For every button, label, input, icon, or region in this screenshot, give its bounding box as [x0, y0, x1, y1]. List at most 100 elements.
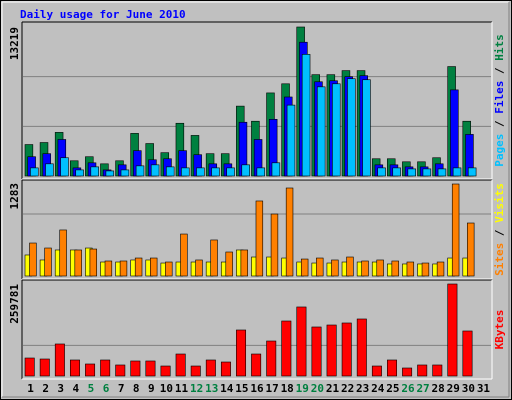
bar	[44, 247, 52, 277]
x-tick-label: 19	[296, 382, 309, 395]
bar	[346, 256, 354, 277]
bar	[387, 359, 397, 377]
bar	[451, 183, 460, 277]
bar	[60, 157, 69, 177]
bar	[437, 168, 447, 177]
x-tick-label: 6	[103, 382, 110, 395]
bar	[422, 168, 432, 177]
bar	[89, 248, 98, 277]
bar	[462, 330, 473, 377]
x-tick-label: 27	[416, 382, 429, 395]
y-tick-label: 1283	[8, 183, 21, 210]
x-tick-label: 20	[311, 382, 324, 395]
bar	[190, 365, 201, 377]
legend-entry: Visits	[493, 183, 506, 223]
bar	[175, 353, 186, 377]
bar	[296, 306, 307, 377]
bar	[30, 167, 39, 177]
bar	[270, 213, 279, 277]
bar	[85, 363, 96, 377]
bar	[165, 261, 173, 277]
bar	[195, 259, 203, 277]
legend: Sites / Visits	[493, 183, 506, 276]
x-tick-label: 21	[326, 382, 340, 395]
bar	[406, 261, 415, 277]
x-tick-label: 11	[175, 382, 189, 395]
x-tick-label: 10	[160, 382, 173, 395]
bar	[377, 167, 386, 177]
bar	[362, 79, 371, 177]
bar	[447, 283, 458, 377]
bar	[196, 167, 205, 177]
legend-entry: Sites	[493, 243, 506, 276]
x-tick-label: 16	[250, 382, 264, 395]
legend-entry: Hits	[493, 34, 506, 61]
x-tick-label: 25	[386, 382, 399, 395]
bar	[407, 168, 417, 177]
legend-entry: Files	[493, 81, 506, 114]
bar	[266, 340, 277, 377]
bar	[90, 166, 99, 177]
x-tick-label: 8	[133, 382, 140, 395]
bar	[45, 163, 54, 177]
bar	[332, 83, 341, 177]
bar	[432, 364, 443, 377]
x-tick-label: 15	[235, 382, 248, 395]
legend-entry: KBytes	[493, 310, 506, 350]
x-tick-label: 12	[190, 382, 203, 395]
bar	[331, 259, 339, 277]
x-tick-label: 5	[88, 382, 95, 395]
x-tick-label: 13	[205, 382, 218, 395]
legend: KBytes	[493, 310, 506, 350]
bar	[450, 89, 459, 177]
bar	[130, 360, 141, 377]
bar	[251, 353, 262, 377]
bar	[391, 260, 399, 277]
bar	[145, 360, 156, 377]
x-tick-label: 18	[281, 382, 294, 395]
bar	[24, 357, 35, 377]
x-tick-label: 28	[432, 382, 445, 395]
bar	[59, 229, 67, 277]
bar	[285, 187, 294, 277]
legend-entry: Pages	[493, 134, 506, 167]
bar	[467, 222, 475, 277]
bar	[436, 261, 445, 277]
x-tick-label: 22	[341, 382, 354, 395]
bar	[421, 262, 430, 277]
bar	[104, 260, 113, 277]
bar	[100, 359, 111, 377]
bar	[105, 170, 115, 177]
bar	[300, 258, 309, 277]
bar	[241, 164, 250, 177]
bar	[361, 260, 369, 277]
x-tick-label: 3	[57, 382, 64, 395]
bar	[54, 343, 65, 377]
bar	[402, 367, 413, 377]
bar	[316, 86, 326, 177]
bar	[301, 54, 311, 177]
bar	[226, 167, 235, 177]
bar	[160, 365, 171, 377]
bar	[417, 364, 428, 377]
bar	[236, 329, 247, 377]
bar	[225, 251, 233, 277]
x-tick-label: 17	[265, 382, 278, 395]
bar	[311, 326, 322, 377]
bar	[392, 167, 401, 177]
legend: Pages / Files / Hits	[493, 34, 506, 167]
bar	[39, 358, 50, 377]
bar	[326, 324, 337, 377]
x-tick-label: 26	[401, 382, 415, 395]
bar	[376, 259, 384, 277]
x-tick-label: 30	[462, 382, 475, 395]
x-tick-label: 29	[447, 382, 460, 395]
bar	[271, 162, 281, 177]
bar	[119, 260, 128, 277]
bar	[134, 257, 143, 277]
bar	[356, 318, 367, 377]
legend-separator: /	[493, 61, 506, 81]
bar	[371, 365, 382, 377]
x-tick-label: 9	[148, 382, 155, 395]
